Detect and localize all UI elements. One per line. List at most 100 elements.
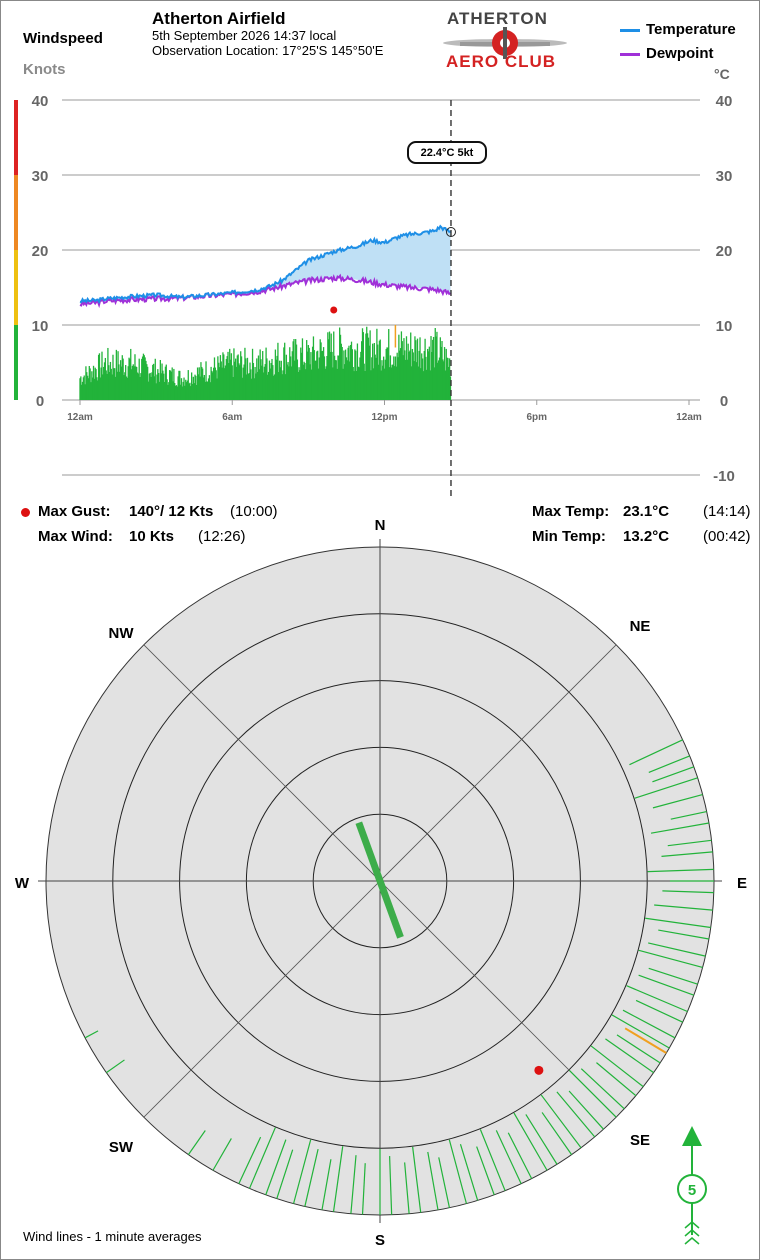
temp-axis-tick-label: 30 <box>716 168 733 185</box>
temp-axis-tick-label: -10 <box>713 468 735 485</box>
compass-label-ne: NE <box>630 618 651 635</box>
wind-direction-line <box>448 1139 468 1204</box>
min-temp-value: 13.2°C <box>623 528 670 545</box>
tooltip-text: 22.4°C 5kt <box>420 147 474 159</box>
max-gust-marker <box>330 306 338 314</box>
temp-axis-tick-label: 20 <box>716 243 733 260</box>
wind-direction-line <box>556 1091 596 1138</box>
wind-direction-line <box>427 1151 439 1211</box>
wind-direction-line <box>476 1146 495 1196</box>
wind-axis-tick-label: 20 <box>32 243 49 260</box>
wind-direction-line <box>580 1068 625 1110</box>
wind-direction-line <box>634 777 698 799</box>
wind-direction-line <box>350 1155 357 1214</box>
min-temp-time: (00:42) <box>703 528 751 545</box>
date-time: 5th September 2026 14:37 local <box>152 28 337 43</box>
wind-direction-line <box>590 1045 644 1088</box>
wind-direction-line <box>648 755 690 773</box>
compass-label-n: N <box>375 517 386 534</box>
wind-direction-line <box>622 1009 676 1039</box>
wind-direction-line <box>638 974 695 996</box>
wind-direction-line <box>650 822 710 834</box>
current-reading-marker <box>445 227 456 237</box>
wind-direction-line <box>361 1163 366 1215</box>
current-speed-value: 5 <box>688 1182 696 1199</box>
timeseries-chart: 12am 6am 12pm 6pm 12am 0 10 20 30 40 -10 0 10 20 30 40 <box>14 93 735 500</box>
wind-direction-line <box>389 1156 393 1215</box>
legend-temperature-swatch <box>620 29 640 32</box>
max-wind-time: (12:26) <box>198 528 246 545</box>
logo-top-text: ATHERTON <box>447 9 548 28</box>
max-gust-time: (10:00) <box>230 503 278 520</box>
wind-scale-band <box>14 175 18 250</box>
wind-axis-tick-label: 40 <box>32 93 49 110</box>
max-wind-value: 10 Kts <box>129 528 175 545</box>
wind-lines-footnote: Wind lines - 1 minute averages <box>23 1229 202 1244</box>
speed-arrow-fletching <box>684 1221 700 1229</box>
compass-label-s: S <box>375 1232 385 1249</box>
wind-direction-line <box>412 1146 422 1213</box>
legend-dewpoint-swatch <box>620 53 640 56</box>
x-tick-label: 12pm <box>371 412 397 423</box>
wind-direction-line <box>495 1130 522 1184</box>
wind-direction-line <box>661 851 713 857</box>
speed-arrow-head <box>682 1126 702 1146</box>
speed-arrow-fletching <box>684 1237 700 1245</box>
wind-direction-line <box>106 1059 125 1074</box>
wind-direction-line <box>84 1030 99 1039</box>
wind-axis-tick-label: 30 <box>32 168 49 185</box>
compass-label-nw: NW <box>109 625 135 642</box>
x-tick-label: 12am <box>676 412 702 423</box>
wind-direction-line <box>662 890 714 894</box>
wind-direction-line <box>212 1138 232 1171</box>
wind-direction-line <box>459 1144 479 1201</box>
wind-direction-line <box>321 1159 332 1211</box>
wind-direction-line <box>654 904 713 911</box>
wind-direction-line <box>187 1130 206 1155</box>
current-reading-tooltip: 22.4°C 5kt <box>407 141 487 164</box>
wind-direction-line <box>438 1157 451 1208</box>
wind-direction-line <box>626 985 688 1013</box>
wind-direction-line <box>658 929 710 940</box>
max-temp-label: Max Temp: <box>532 503 610 520</box>
max-temp-time: (14:14) <box>703 503 751 520</box>
max-gust-direction-marker <box>534 1065 544 1075</box>
wind-direction-line <box>638 949 703 969</box>
speed-arrow-fletching <box>684 1229 700 1237</box>
wind-direction-line <box>540 1094 582 1149</box>
temperature-line <box>79 224 451 305</box>
wind-direction-line <box>616 1034 661 1064</box>
wind-direction-line <box>652 766 695 783</box>
wind-direction-line <box>635 999 683 1023</box>
wind-direction-line <box>479 1129 506 1191</box>
current-wind-needle <box>355 821 404 939</box>
wind-scale-band <box>14 325 18 400</box>
wind-direction-line <box>667 839 712 847</box>
max-gust-value: 140°/ 12 Kts <box>129 503 214 520</box>
wind-direction-line <box>541 1112 573 1155</box>
station-name: Atherton Airfield <box>152 9 286 28</box>
legend-dewpoint: Dewpoint <box>646 45 714 62</box>
wind-axis-tick-label: 10 <box>32 318 49 335</box>
observation-location: Observation Location: 17°25'S 145°50'E <box>152 43 384 58</box>
wind-direction-line <box>647 868 714 873</box>
compass-label-sw: SW <box>109 1139 134 1156</box>
compass-label-e: E <box>737 875 747 892</box>
dewpoint-line <box>79 273 451 309</box>
wind-direction-line <box>605 1038 654 1074</box>
wind-direction-line <box>265 1139 287 1196</box>
wind-direction-line <box>238 1136 262 1184</box>
max-wind-label: Max Wind: <box>38 528 113 545</box>
wind-direction-line <box>525 1114 558 1165</box>
wind-direction-line <box>611 1014 670 1049</box>
x-tick-label: 6pm <box>526 412 547 423</box>
logo-bottom-text: AERO CLUB <box>446 52 557 71</box>
x-tick-label: 12am <box>67 412 93 423</box>
logo-plane-icon <box>443 27 567 59</box>
wind-axis-tick-label: 0 <box>36 393 44 410</box>
wind-direction-line <box>568 1090 604 1130</box>
windspeed-label: Windspeed <box>23 30 103 47</box>
wind-direction-line <box>248 1127 276 1189</box>
legend-temperature: Temperature <box>646 21 736 38</box>
temp-axis-tick-label: 10 <box>716 318 733 335</box>
